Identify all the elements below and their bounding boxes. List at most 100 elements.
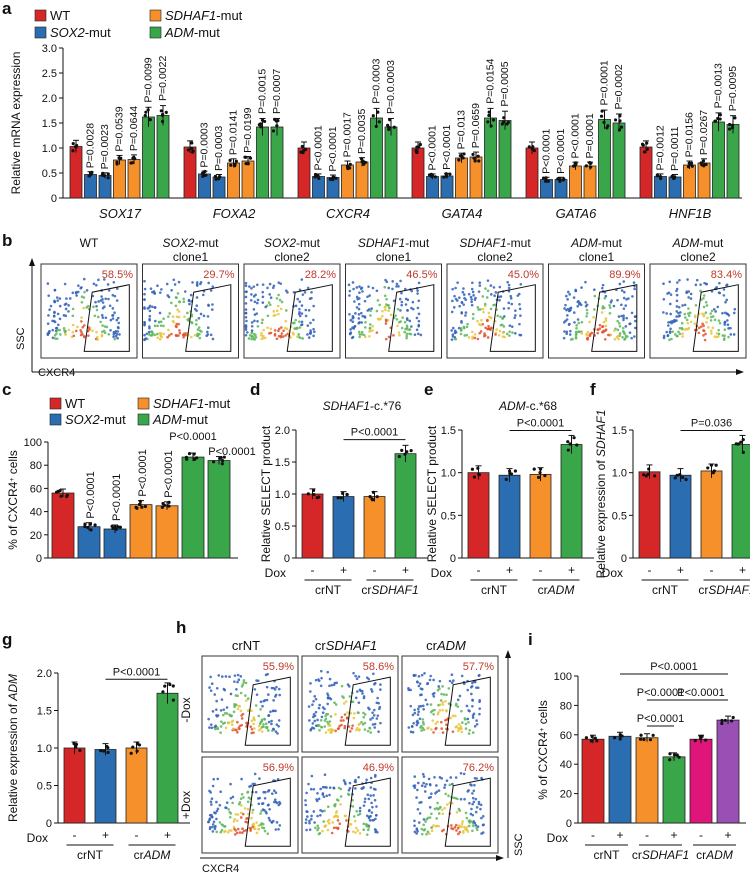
flow-event xyxy=(494,291,498,294)
flow-event xyxy=(372,714,376,717)
flow-event xyxy=(667,324,670,327)
flow-event xyxy=(151,305,154,309)
flow-event xyxy=(182,297,186,301)
flow-event xyxy=(67,310,70,313)
flow-event xyxy=(206,326,210,330)
flow-event xyxy=(344,782,347,786)
flow-event xyxy=(312,787,316,791)
flow-event xyxy=(501,331,505,335)
flow-event xyxy=(239,691,243,695)
flow-event xyxy=(450,673,454,676)
flow-event xyxy=(262,723,265,726)
flow-event xyxy=(495,328,498,331)
flow-event xyxy=(307,308,311,312)
flow-event xyxy=(457,326,461,330)
data-point xyxy=(418,142,422,147)
flow-event xyxy=(254,790,258,794)
flow-event xyxy=(694,303,698,307)
flow-event xyxy=(233,817,236,821)
data-point xyxy=(75,143,79,148)
flow-event xyxy=(239,675,243,678)
flow-event xyxy=(453,714,457,718)
flow-event xyxy=(363,721,367,725)
flow-event xyxy=(118,333,121,336)
p-value: P=0.0659 xyxy=(470,103,482,148)
data-point xyxy=(741,438,745,442)
flow-event xyxy=(428,678,432,682)
flow-event xyxy=(671,330,674,333)
flow-event xyxy=(258,722,262,725)
flow-event xyxy=(220,823,224,826)
flow-event xyxy=(54,326,58,330)
flow-event xyxy=(405,332,409,336)
flow-event xyxy=(336,826,340,830)
flow-event xyxy=(416,292,419,295)
flow-event xyxy=(297,312,301,316)
flow-event xyxy=(410,306,413,310)
flow-event xyxy=(210,797,214,800)
data-point xyxy=(214,177,218,181)
flow-event xyxy=(375,717,379,720)
flow-event xyxy=(240,804,243,807)
flow-event xyxy=(325,786,328,789)
flow-event xyxy=(674,332,677,336)
panel-letter-c: c xyxy=(2,380,11,399)
flow-event xyxy=(342,702,346,705)
flow-event xyxy=(683,328,687,331)
flow-event xyxy=(260,718,264,722)
flow-event xyxy=(95,330,98,334)
data-point xyxy=(414,150,419,155)
flow-event xyxy=(460,311,464,315)
flow-event xyxy=(622,307,626,310)
flow-event xyxy=(310,774,314,778)
flow-event xyxy=(236,707,240,711)
flow-event xyxy=(486,327,489,331)
data-point xyxy=(392,125,396,129)
flow-event xyxy=(357,775,360,779)
y-tick-label: 0.5 xyxy=(275,521,290,533)
group-label: crADM xyxy=(538,583,575,597)
flow-event xyxy=(483,334,487,337)
flow-event xyxy=(358,809,362,813)
flow-event xyxy=(211,784,215,788)
flow-event xyxy=(82,306,85,310)
flow-event xyxy=(236,827,240,831)
flow-event xyxy=(415,328,419,332)
flow-event xyxy=(198,332,201,336)
flow-event xyxy=(259,700,263,704)
flow-event xyxy=(396,324,399,328)
flow-event xyxy=(489,307,493,311)
flow-event xyxy=(368,335,371,338)
flow-event xyxy=(458,809,462,812)
flow-event xyxy=(227,808,230,811)
flow-event xyxy=(174,304,178,308)
flow-event xyxy=(244,302,248,305)
flow-event xyxy=(432,731,435,734)
flow-event xyxy=(111,307,115,310)
flow-event xyxy=(617,337,620,341)
flow-event xyxy=(336,819,340,822)
flow-event xyxy=(602,329,605,333)
flow-event xyxy=(266,314,270,318)
flow-event xyxy=(726,323,730,327)
flow-event xyxy=(355,826,358,830)
flow-event xyxy=(171,315,175,319)
flow-event xyxy=(365,778,368,782)
flow-event xyxy=(563,307,566,310)
data-point xyxy=(359,157,364,161)
flow-event xyxy=(400,291,403,295)
flow-event xyxy=(622,316,625,320)
flow-event xyxy=(213,693,217,696)
flow-event xyxy=(464,311,468,314)
flow-event xyxy=(349,711,353,715)
data-point xyxy=(229,163,233,167)
bar xyxy=(426,176,439,199)
flow-event xyxy=(603,337,607,341)
p-value: P=0.0156 xyxy=(684,112,696,157)
data-point xyxy=(686,165,691,169)
flow-event xyxy=(466,322,469,326)
flow-event xyxy=(456,826,460,830)
flow-event xyxy=(328,677,332,681)
p-value: P<0.0001 xyxy=(441,125,453,170)
flow-event xyxy=(108,304,112,308)
